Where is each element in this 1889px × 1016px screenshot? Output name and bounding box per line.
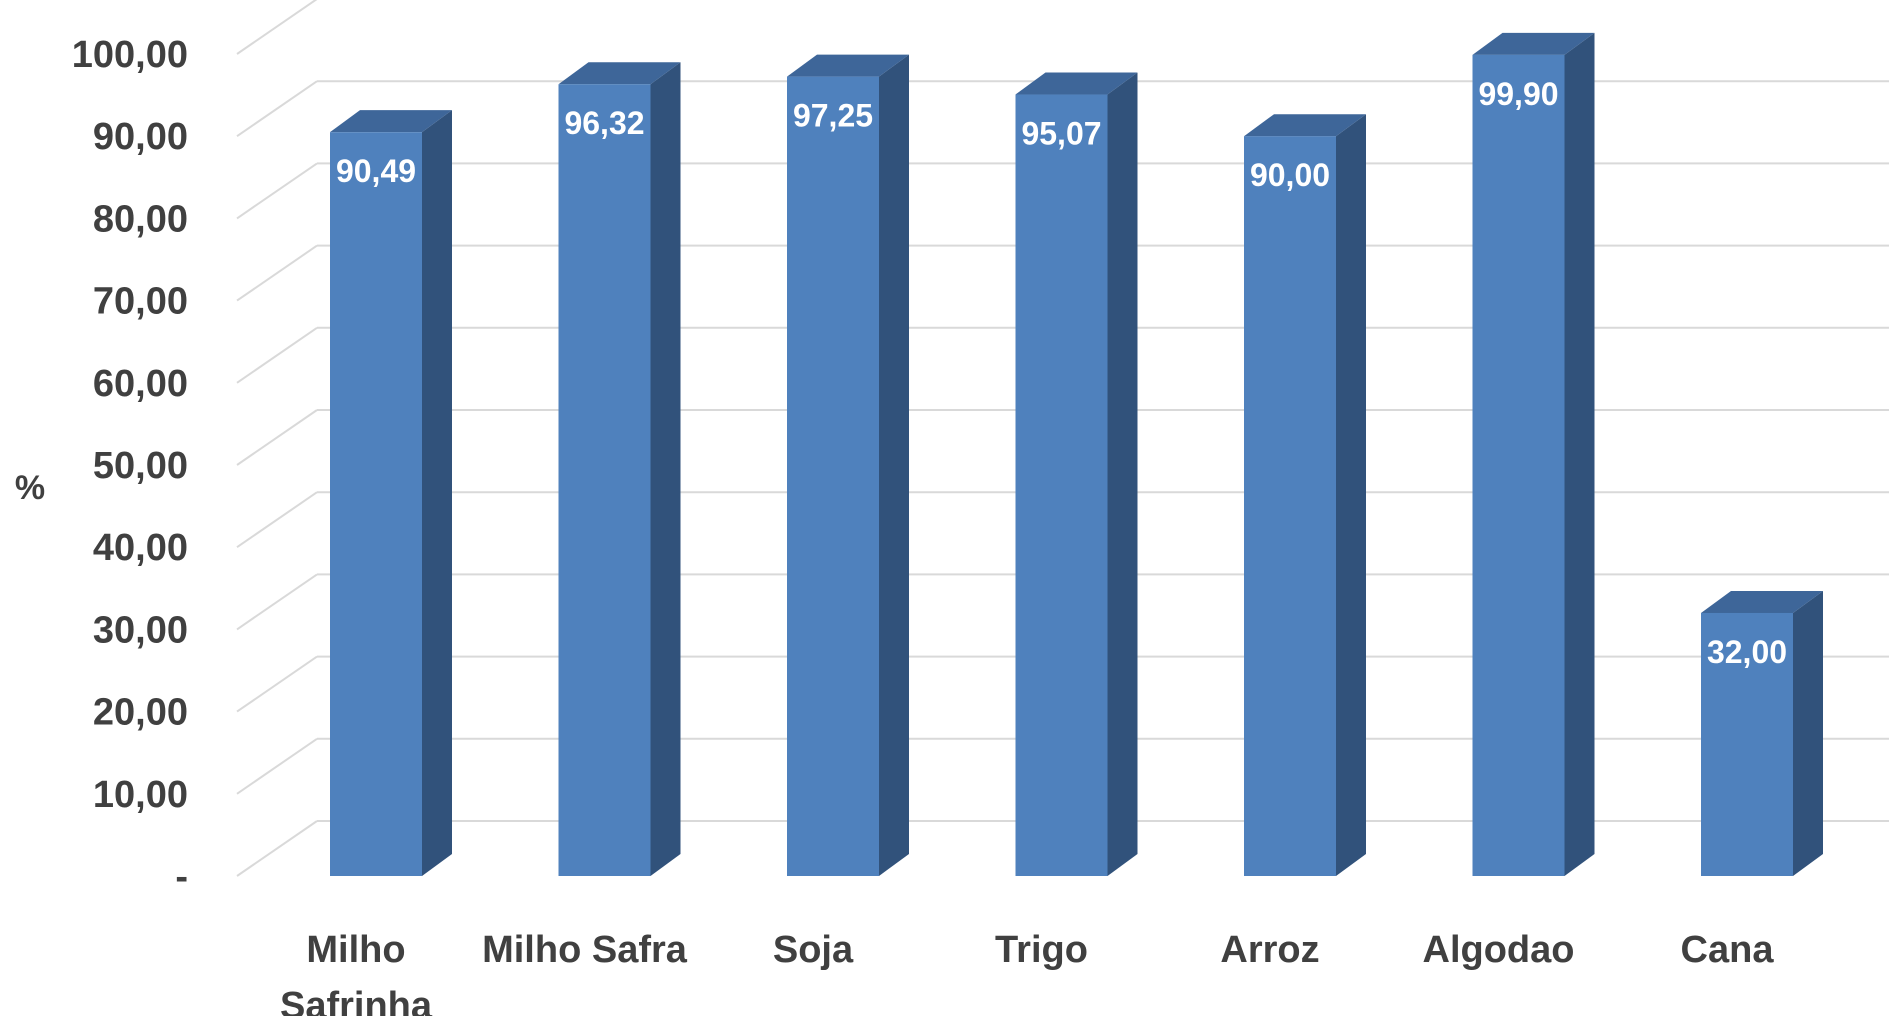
bar-cana: 32,00 — [1701, 590, 1823, 876]
bar-top — [1015, 72, 1138, 95]
x-axis-categories: Milho Safrinha Milho Safra Soja Trigo Arroz Al… — [280, 929, 1774, 1016]
bars: 90,49 96,32 97,25 95,07 90,00 99,90 32,00 — [330, 32, 1823, 877]
y-tick-label: 30,00 — [93, 609, 188, 651]
bar-milho-safrinha: 90,49 — [330, 110, 452, 877]
y-axis-label: % — [15, 469, 45, 507]
y-tick-label: 100,00 — [72, 34, 188, 76]
bar-top — [558, 62, 681, 85]
gridline-diagonal — [236, 80, 318, 138]
y-axis-ticks: - 10,00 20,00 30,00 40,00 50,00 60,00 70,00 80,0… — [72, 34, 188, 898]
gridline-diagonal — [236, 0, 318, 55]
x-tick-label: Milho Safra — [482, 929, 688, 971]
x-tick-label: Algodao — [1423, 929, 1575, 971]
bar-front — [787, 76, 879, 877]
x-tick-label: Trigo — [995, 929, 1088, 971]
gridline-diagonal — [236, 573, 318, 631]
bar-top — [1244, 114, 1366, 137]
bar-side — [1336, 114, 1366, 876]
bar-side — [879, 54, 909, 877]
bar-soja: 97,25 — [787, 54, 909, 877]
data-label: 90,00 — [1250, 157, 1330, 193]
bar-front — [558, 84, 651, 876]
bar-side — [1107, 72, 1138, 876]
data-label: 90,49 — [336, 153, 416, 189]
x-tick-label: Soja — [773, 929, 854, 971]
bar-top — [1472, 32, 1595, 55]
gridline-diagonal — [236, 326, 318, 384]
gridline-diagonal — [236, 737, 318, 795]
gridline-diagonal — [236, 655, 318, 713]
gridline-diagonal — [236, 409, 318, 466]
data-label: 96,32 — [564, 105, 644, 141]
y-tick-label: 60,00 — [93, 363, 188, 405]
y-tick-label: 20,00 — [93, 692, 188, 734]
data-label: 97,25 — [793, 98, 873, 134]
bar-front — [1015, 94, 1108, 876]
y-tick-label: 50,00 — [93, 445, 188, 487]
y-tick-label: 70,00 — [93, 281, 188, 323]
gridline-diagonal — [236, 244, 318, 302]
bar-top — [330, 110, 452, 133]
gridline-diagonal — [236, 491, 318, 549]
bar-front — [1244, 136, 1336, 876]
bar-side — [650, 62, 681, 877]
bar-side — [1793, 590, 1823, 876]
data-label: 32,00 — [1707, 634, 1787, 670]
bar-side — [1564, 32, 1595, 876]
bar-front — [330, 132, 422, 877]
x-tick-label: Cana — [1681, 929, 1775, 971]
y-tick-label: 90,00 — [93, 116, 188, 158]
y-tick-label: 40,00 — [93, 527, 188, 569]
bar-milho-safra: 96,32 — [558, 62, 681, 877]
bar-top — [787, 54, 909, 77]
bar-trigo: 95,07 — [1015, 72, 1138, 876]
bar-top — [1701, 590, 1823, 613]
gridline-diagonal — [236, 820, 318, 877]
y-tick-label: 80,00 — [93, 198, 188, 240]
bar-arroz: 90,00 — [1244, 114, 1366, 876]
x-tick-label: Arroz — [1220, 929, 1319, 971]
data-label: 95,07 — [1021, 116, 1101, 152]
y-tick-label: 10,00 — [93, 774, 188, 816]
bar-side — [422, 110, 452, 877]
bar-front — [1701, 612, 1793, 876]
gridline-diagonal — [236, 162, 318, 220]
y-tick-label: - — [175, 856, 188, 898]
bar-front — [1472, 54, 1565, 876]
bar-algodao: 99,90 — [1472, 32, 1595, 876]
x-tick-label: Milho Safrinha — [280, 929, 433, 1016]
data-label: 99,90 — [1478, 76, 1558, 112]
